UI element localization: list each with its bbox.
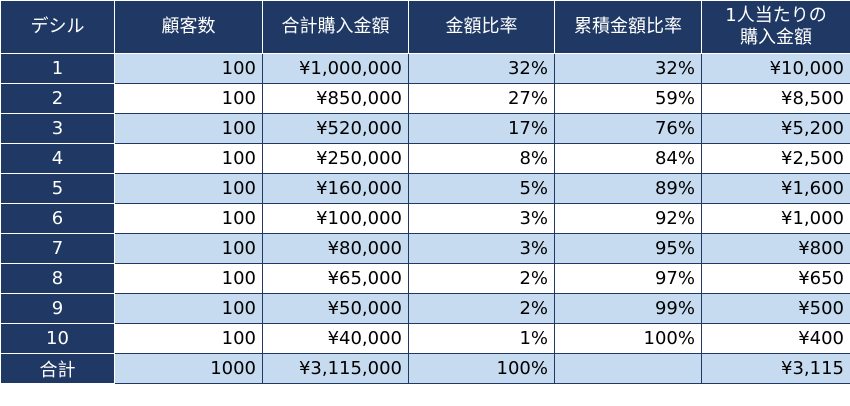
decile-cell: 6 bbox=[0, 203, 115, 234]
cumulative-ratio-cell: 59% bbox=[554, 83, 702, 114]
amount-ratio-cell: 27% bbox=[408, 83, 555, 114]
customers-cell: 100 bbox=[114, 143, 263, 174]
customers-cell: 100 bbox=[114, 53, 263, 84]
decile-analysis-table: デシル 顧客数 合計購入金額 金額比率 累積金額比率 1人当たりの 購入金額 1… bbox=[0, 0, 850, 384]
cumulative-ratio-cell: 32% bbox=[554, 53, 702, 84]
customers-cell: 100 bbox=[114, 113, 263, 144]
total-customers-cell: 1000 bbox=[114, 353, 263, 384]
total-row: 合計 1000 ¥3,115,000 100% ¥3,115 bbox=[0, 353, 850, 384]
customers-cell: 100 bbox=[114, 323, 263, 354]
per-person-cell: ¥5,200 bbox=[701, 113, 850, 144]
table-row: 8 100 ¥65,000 2% 97% ¥650 bbox=[0, 263, 850, 294]
customers-cell: 100 bbox=[114, 233, 263, 264]
table-row: 5 100 ¥160,000 5% 89% ¥1,600 bbox=[0, 173, 850, 204]
per-person-cell: ¥1,600 bbox=[701, 173, 850, 204]
total-purchase-cell: ¥250,000 bbox=[262, 143, 409, 174]
table-row: 10 100 ¥40,000 1% 100% ¥400 bbox=[0, 323, 850, 354]
cumulative-ratio-cell: 99% bbox=[554, 293, 702, 324]
per-person-cell: ¥10,000 bbox=[701, 53, 850, 84]
customers-cell: 100 bbox=[114, 173, 263, 204]
total-amount-ratio-cell: 100% bbox=[408, 353, 555, 384]
per-person-cell: ¥8,500 bbox=[701, 83, 850, 114]
table-row: 9 100 ¥50,000 2% 99% ¥500 bbox=[0, 293, 850, 324]
header-cumulative-ratio: 累積金額比率 bbox=[554, 0, 702, 54]
total-purchase-cell: ¥65,000 bbox=[262, 263, 409, 294]
header-per-person-purchase: 1人当たりの 購入金額 bbox=[701, 0, 850, 54]
header-amount-ratio: 金額比率 bbox=[408, 0, 555, 54]
table-row: 4 100 ¥250,000 8% 84% ¥2,500 bbox=[0, 143, 850, 174]
cumulative-ratio-cell: 97% bbox=[554, 263, 702, 294]
decile-cell: 5 bbox=[0, 173, 115, 204]
decile-cell: 10 bbox=[0, 323, 115, 354]
cumulative-ratio-cell: 84% bbox=[554, 143, 702, 174]
decile-cell: 7 bbox=[0, 233, 115, 264]
amount-ratio-cell: 2% bbox=[408, 263, 555, 294]
decile-cell: 1 bbox=[0, 53, 115, 84]
customers-cell: 100 bbox=[114, 263, 263, 294]
total-purchase-cell: ¥40,000 bbox=[262, 323, 409, 354]
header-per-person-line2: 購入金額 bbox=[740, 27, 812, 48]
amount-ratio-cell: 8% bbox=[408, 143, 555, 174]
amount-ratio-cell: 5% bbox=[408, 173, 555, 204]
table-body: 1 100 ¥1,000,000 32% 32% ¥10,000 2 100 ¥850,000 2… bbox=[0, 53, 850, 384]
decile-cell: 9 bbox=[0, 293, 115, 324]
total-total-purchase-cell: ¥3,115,000 bbox=[262, 353, 409, 384]
amount-ratio-cell: 32% bbox=[408, 53, 555, 84]
decile-cell: 8 bbox=[0, 263, 115, 294]
header-decile: デシル bbox=[0, 0, 115, 54]
total-label: 合計 bbox=[0, 353, 115, 384]
cumulative-ratio-cell: 95% bbox=[554, 233, 702, 264]
table-row: 6 100 ¥100,000 3% 92% ¥1,000 bbox=[0, 203, 850, 234]
table-row: 2 100 ¥850,000 27% 59% ¥8,500 bbox=[0, 83, 850, 114]
cumulative-ratio-cell: 89% bbox=[554, 173, 702, 204]
amount-ratio-cell: 3% bbox=[408, 203, 555, 234]
total-purchase-cell: ¥160,000 bbox=[262, 173, 409, 204]
total-purchase-cell: ¥1,000,000 bbox=[262, 53, 409, 84]
per-person-cell: ¥800 bbox=[701, 233, 850, 264]
cumulative-ratio-cell: 92% bbox=[554, 203, 702, 234]
cumulative-ratio-cell: 100% bbox=[554, 323, 702, 354]
per-person-cell: ¥650 bbox=[701, 263, 850, 294]
total-purchase-cell: ¥100,000 bbox=[262, 203, 409, 234]
customers-cell: 100 bbox=[114, 83, 263, 114]
table-row: 3 100 ¥520,000 17% 76% ¥5,200 bbox=[0, 113, 850, 144]
total-purchase-cell: ¥520,000 bbox=[262, 113, 409, 144]
total-per-person-cell: ¥3,115 bbox=[701, 353, 850, 384]
decile-cell: 2 bbox=[0, 83, 115, 114]
header-row: デシル 顧客数 合計購入金額 金額比率 累積金額比率 1人当たりの 購入金額 bbox=[0, 0, 850, 54]
total-cumulative-ratio-cell bbox=[554, 353, 702, 384]
customers-cell: 100 bbox=[114, 203, 263, 234]
total-purchase-cell: ¥80,000 bbox=[262, 233, 409, 264]
header-total-purchase: 合計購入金額 bbox=[262, 0, 409, 54]
per-person-cell: ¥1,000 bbox=[701, 203, 850, 234]
per-person-cell: ¥400 bbox=[701, 323, 850, 354]
table-row: 1 100 ¥1,000,000 32% 32% ¥10,000 bbox=[0, 53, 850, 84]
amount-ratio-cell: 1% bbox=[408, 323, 555, 354]
customers-cell: 100 bbox=[114, 293, 263, 324]
amount-ratio-cell: 2% bbox=[408, 293, 555, 324]
total-purchase-cell: ¥50,000 bbox=[262, 293, 409, 324]
per-person-cell: ¥500 bbox=[701, 293, 850, 324]
decile-cell: 4 bbox=[0, 143, 115, 174]
amount-ratio-cell: 17% bbox=[408, 113, 555, 144]
amount-ratio-cell: 3% bbox=[408, 233, 555, 264]
cumulative-ratio-cell: 76% bbox=[554, 113, 702, 144]
total-purchase-cell: ¥850,000 bbox=[262, 83, 409, 114]
per-person-cell: ¥2,500 bbox=[701, 143, 850, 174]
header-per-person-line1: 1人当たりの bbox=[725, 5, 827, 26]
decile-cell: 3 bbox=[0, 113, 115, 144]
table-row: 7 100 ¥80,000 3% 95% ¥800 bbox=[0, 233, 850, 264]
header-customers: 顧客数 bbox=[114, 0, 263, 54]
